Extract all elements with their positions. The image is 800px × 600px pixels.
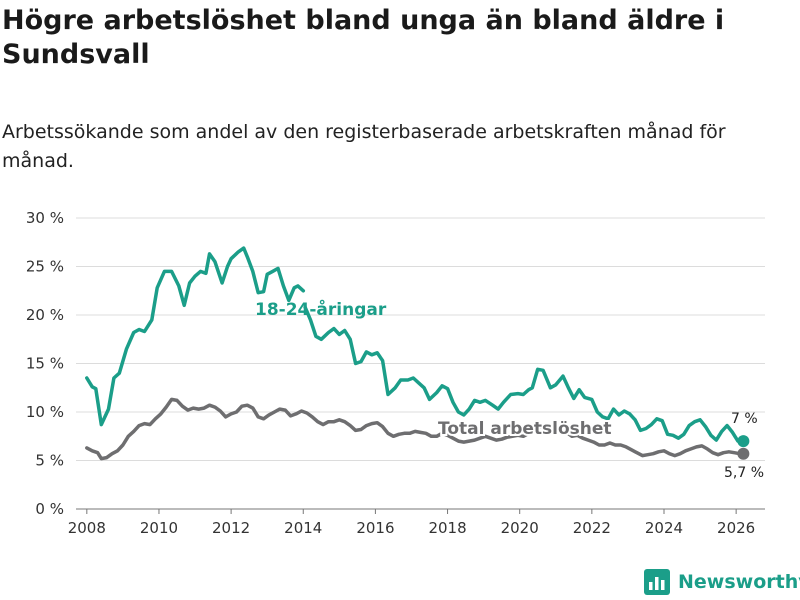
x-tick-label: 2020 — [501, 519, 539, 537]
y-tick-label: 15 % — [26, 355, 64, 373]
gridlines — [76, 217, 765, 510]
end-value-label-youth: 7 % — [731, 411, 758, 427]
x-tick-label: 2012 — [212, 519, 250, 537]
end-point-total — [737, 447, 750, 460]
series-label-youth: 18-24-åringar — [255, 298, 387, 320]
x-tick-label: 2008 — [68, 519, 106, 537]
y-tick-label: 30 % — [26, 209, 64, 227]
brand-logo: Newsworthy — [644, 569, 800, 595]
x-tick-label: 2014 — [284, 519, 322, 537]
x-tick-label: 2022 — [573, 519, 611, 537]
brand-name: Newsworthy — [678, 571, 800, 593]
y-tick-label: 25 % — [26, 258, 64, 276]
y-tick-label: 20 % — [26, 306, 64, 324]
chart-title: Högre arbetslöshet bland unga än bland ä… — [2, 5, 725, 70]
series-labels: 18-24-åringar Total arbetslöshet 7 % 5,7… — [255, 298, 764, 481]
chart-subtitle: Arbetssökande som andel av den registerb… — [2, 121, 726, 172]
x-tick-label: 2010 — [140, 519, 178, 537]
series-line-youth — [85, 246, 306, 427]
bar-chart-logo-icon — [644, 569, 670, 595]
end-point-youth — [737, 435, 750, 448]
y-tick-label: 10 % — [26, 403, 64, 421]
axes: 0 % 5 % 10 % 15 % 20 % 25 % 30 % 2008 2010 2012 20… — [26, 209, 755, 537]
x-tick-label: 2024 — [645, 519, 683, 537]
series-lines — [85, 246, 750, 461]
series-line-total — [85, 397, 746, 461]
x-tick-label: 2026 — [717, 519, 755, 537]
x-tick-label: 2016 — [356, 519, 394, 537]
series-line-youth-segment-2 — [303, 305, 746, 443]
y-tick-label: 0 % — [35, 500, 64, 518]
x-tick-label: 2018 — [428, 519, 466, 537]
end-value-label-total: 5,7 % — [724, 465, 764, 481]
series-label-total: Total arbetslöshet — [438, 419, 612, 439]
y-tick-label: 5 % — [35, 452, 64, 470]
